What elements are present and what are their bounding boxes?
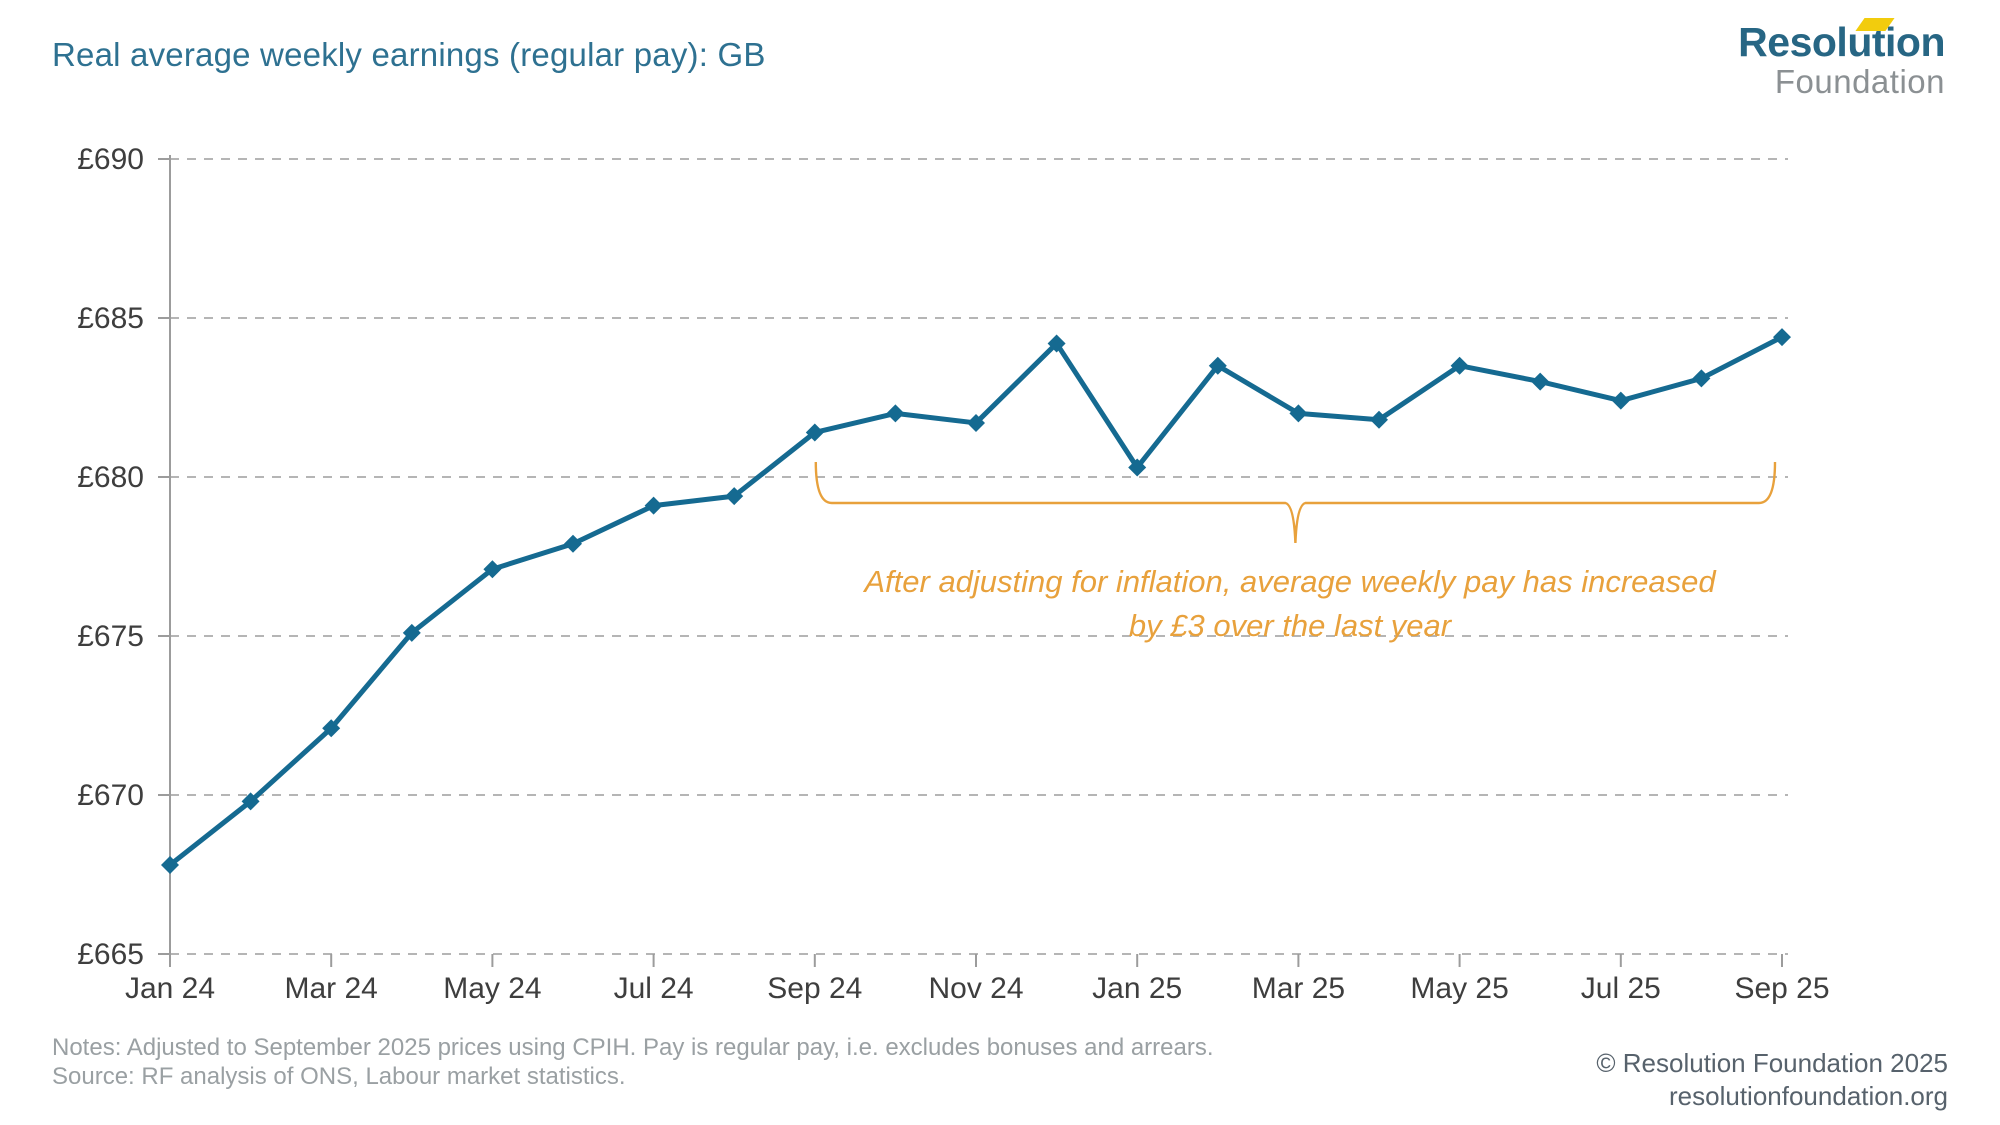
y-tick-label: £665 (77, 938, 144, 971)
x-tick-label: Jan 25 (1092, 972, 1182, 1005)
annotation-line-2: by £3 over the last year (1129, 608, 1453, 643)
gridlines (170, 158, 1788, 955)
x-tick-label: Nov 24 (928, 972, 1023, 1005)
data-point-marker (241, 792, 260, 811)
x-tick-label: Jul 25 (1581, 972, 1661, 1005)
data-point-marker (1450, 356, 1469, 375)
copyright-block: © Resolution Foundation 2025 resolutionf… (1596, 1047, 1948, 1113)
axes: £665 £670 £675 £680 £685 £690 Jan 24 Mar 24 May … (77, 143, 1829, 1005)
data-point-marker (1531, 372, 1550, 391)
earnings-series (161, 328, 1791, 874)
data-point-marker (402, 623, 421, 642)
y-tick-label: £685 (77, 302, 144, 335)
data-point-marker (1611, 391, 1630, 410)
website-text: resolutionfoundation.org (1669, 1081, 1948, 1111)
x-tick-label: May 24 (443, 972, 541, 1005)
data-point-marker (805, 423, 824, 442)
data-point-marker (322, 719, 341, 738)
x-tick-label: Jan 24 (125, 972, 215, 1005)
x-tick-label: May 25 (1410, 972, 1508, 1005)
data-point-marker (886, 404, 905, 423)
data-point-marker (483, 560, 502, 579)
x-tick-label: Mar 24 (285, 972, 378, 1005)
notes-text: Notes: Adjusted to September 2025 prices… (52, 1034, 1214, 1061)
page-title: Real average weekly earnings (regular pa… (52, 36, 766, 73)
bracket-path (814, 461, 1777, 544)
data-point-marker (1773, 328, 1791, 347)
x-tick-label: Mar 25 (1252, 972, 1345, 1005)
data-point-marker (161, 855, 179, 874)
copyright-text: © Resolution Foundation 2025 (1596, 1048, 1948, 1078)
y-tick-label: £680 (77, 461, 144, 494)
data-point-marker (967, 413, 985, 432)
logo-resolution-text: Resolution (1738, 18, 1945, 65)
data-point-marker (725, 487, 744, 506)
y-tick-label: £690 (77, 143, 144, 176)
footnotes: Notes: Adjusted to September 2025 prices… (52, 1033, 1214, 1091)
data-point-marker (1370, 410, 1388, 429)
data-point-marker (1047, 334, 1066, 353)
data-point-marker (1289, 404, 1308, 423)
source-text: Source: RF analysis of ONS, Labour marke… (52, 1063, 626, 1090)
data-point-marker (644, 496, 663, 515)
y-tick-label: £675 (77, 620, 144, 653)
data-point-marker (1128, 458, 1147, 477)
data-point-marker (564, 534, 582, 553)
data-point-marker (1692, 369, 1711, 388)
y-tick-label: £670 (77, 779, 144, 812)
x-tick-label: Sep 25 (1734, 972, 1829, 1005)
data-point-marker (1208, 356, 1227, 375)
logo-foundation-text: Foundation (1774, 63, 1945, 100)
annotation-bracket (814, 461, 1777, 544)
x-tick-label: Jul 24 (614, 972, 694, 1005)
resolution-foundation-logo: Resolution Foundation (1738, 18, 1945, 100)
annotation-line-1: After adjusting for inflation, average w… (862, 564, 1717, 599)
x-tick-label: Sep 24 (767, 972, 862, 1005)
